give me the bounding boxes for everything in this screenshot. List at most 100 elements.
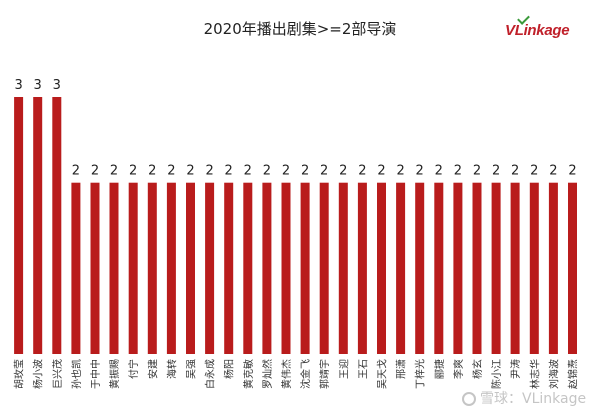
value-label-10: 2 (186, 164, 194, 179)
bar-11 (205, 182, 215, 354)
category-label-20: 吴天戈 (376, 359, 389, 389)
value-label-2: 3 (34, 78, 42, 93)
value-label-28: 2 (530, 164, 538, 179)
category-label-3: 巨兴茂 (51, 359, 64, 389)
bar-5 (90, 182, 100, 354)
value-label-20: 2 (377, 164, 385, 179)
category-label-7: 付宁 (127, 359, 140, 379)
category-label-14: 罗灿然 (261, 359, 274, 389)
category-label-16: 沈金飞 (299, 359, 312, 389)
value-label-5: 2 (91, 164, 99, 179)
vlinkage-logo: VLinkage (505, 12, 570, 39)
watermark: 雪球：VLinkage (462, 388, 586, 408)
category-label-24: 李爽 (452, 359, 465, 379)
value-label-22: 2 (416, 164, 424, 179)
category-label-1: 胡玫莹 (13, 359, 26, 389)
category-label-4: 孙也凯 (70, 359, 83, 389)
bar-29 (548, 182, 558, 354)
category-label-27: 尹涛 (509, 359, 522, 379)
bar-1 (14, 97, 24, 354)
bar-24 (453, 182, 463, 354)
value-label-30: 2 (568, 164, 576, 179)
bar-30 (568, 182, 577, 354)
value-label-23: 2 (435, 164, 443, 179)
value-label-3: 3 (53, 78, 61, 93)
category-label-23: 郦捷 (433, 359, 446, 379)
snowball-icon (462, 392, 476, 406)
bar-2 (33, 97, 43, 354)
value-label-24: 2 (454, 164, 462, 179)
value-label-25: 2 (473, 164, 481, 179)
bar-28 (529, 182, 539, 354)
bar-12 (224, 182, 234, 354)
chart-title: 2020年播出剧集>=2部导演 (203, 20, 397, 38)
category-label-19: 王石 (358, 359, 369, 379)
logo-text: VLinkage (505, 22, 570, 39)
value-label-17: 2 (320, 164, 328, 179)
category-label-8: 安建 (146, 359, 159, 379)
bar-17 (319, 182, 329, 354)
value-label-21: 2 (396, 164, 404, 179)
bar-7 (128, 182, 138, 354)
category-label-6: 黄振赐 (108, 359, 121, 389)
category-label-10: 吴强 (186, 359, 198, 379)
bar-3 (52, 97, 62, 354)
category-label-28: 林志华 (528, 359, 541, 389)
bar-4 (71, 182, 81, 354)
bar-13 (243, 182, 253, 354)
bar-8 (147, 182, 157, 354)
value-label-9: 2 (167, 164, 175, 179)
bar-14 (262, 182, 272, 354)
bar-6 (109, 182, 119, 354)
value-label-4: 2 (72, 164, 80, 179)
value-label-16: 2 (301, 164, 309, 179)
value-label-7: 2 (129, 164, 137, 179)
bar-27 (510, 182, 520, 354)
value-label-27: 2 (511, 164, 519, 179)
value-label-8: 2 (148, 164, 156, 179)
value-label-1: 3 (14, 78, 22, 93)
bar-21 (396, 182, 406, 354)
category-labels-group: 胡玫莹 杨小波 巨兴茂 孙也凯 于中中 黄振赐 付宁 安建 海转 吴强 白永成 杨阳 黄克敏 罗灿然 黄伟杰… (13, 359, 580, 389)
category-label-17: 郭靖宇 (318, 359, 331, 389)
category-label-5: 于中中 (89, 359, 102, 389)
category-label-2: 杨小波 (32, 359, 45, 389)
value-label-11: 2 (205, 164, 213, 179)
value-label-15: 2 (282, 164, 290, 179)
value-label-12: 2 (225, 164, 233, 179)
bar-22 (415, 182, 425, 354)
value-label-19: 2 (358, 164, 366, 179)
category-label-25: 杨玄 (471, 359, 484, 379)
bar-15 (281, 182, 291, 354)
bar-26 (491, 182, 501, 354)
category-label-26: 陈小江 (490, 359, 503, 389)
value-label-13: 2 (244, 164, 252, 179)
category-label-21: 邢潇 (395, 359, 408, 379)
bar-19 (357, 182, 367, 354)
value-label-18: 2 (339, 164, 347, 179)
category-label-9: 海转 (165, 359, 178, 379)
bar-20 (377, 182, 386, 354)
value-label-29: 2 (549, 164, 557, 179)
watermark-text: 雪球：VLinkage (480, 391, 587, 407)
category-label-15: 黄伟杰 (280, 359, 293, 389)
bar-23 (434, 182, 444, 354)
value-labels-group: 3 3 32 2 2 2 2 2 2 2 2 2 2 2 2 2 2 2 2 2 2 2 2 2 2 2 2 2 2 (14, 78, 576, 179)
category-label-30: 赵锦焘 (567, 359, 580, 389)
value-label-26: 2 (492, 164, 500, 179)
value-label-14: 2 (263, 164, 271, 179)
category-label-12: 杨阳 (223, 359, 236, 379)
bar-16 (300, 182, 310, 354)
bar-18 (338, 182, 348, 354)
value-label-6: 2 (110, 164, 118, 179)
bar-10 (186, 182, 195, 354)
category-label-11: 白永成 (204, 359, 217, 389)
bar-9 (166, 182, 176, 354)
bar-25 (472, 182, 482, 354)
category-label-18: 王迎 (338, 359, 350, 379)
bars-group (14, 97, 577, 354)
category-label-22: 丁梓光 (414, 359, 427, 389)
category-label-13: 黄克敏 (242, 359, 255, 389)
category-label-29: 刘海波 (547, 359, 560, 389)
